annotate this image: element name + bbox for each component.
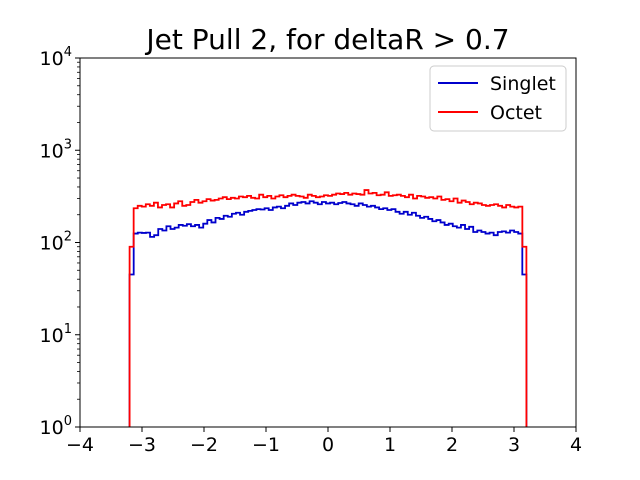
x-tick-label: 4 [570, 434, 582, 456]
y-tick-label: 102 [40, 230, 72, 255]
x-tick-label: −2 [190, 434, 218, 456]
x-tick-label: 2 [446, 434, 458, 456]
x-tick-label: 0 [322, 434, 334, 456]
chart-title: Jet Pull 2, for deltaR > 0.7 [144, 23, 509, 56]
y-tick-label: 100 [40, 414, 72, 439]
y-tick-label: 104 [40, 45, 72, 70]
x-tick-label: −4 [66, 434, 94, 456]
legend-label-octet: Octet [490, 102, 542, 124]
y-axis: 100 101 102 103 104 [40, 45, 80, 439]
series-line-octet [128, 189, 528, 427]
y-tick-label: 101 [40, 322, 72, 347]
x-axis: −4 −3 −2 −1 0 1 2 3 4 [66, 427, 582, 456]
plot-lines [128, 189, 528, 427]
series-line-singlet [128, 200, 528, 427]
y-tick-label: 103 [40, 137, 72, 162]
x-tick-label: 3 [508, 434, 520, 456]
x-tick-label: 1 [384, 434, 396, 456]
legend: Singlet Octet [429, 65, 567, 132]
x-tick-label: −3 [128, 434, 156, 456]
legend-label-singlet: Singlet [490, 73, 556, 95]
x-tick-label: −1 [252, 434, 280, 456]
